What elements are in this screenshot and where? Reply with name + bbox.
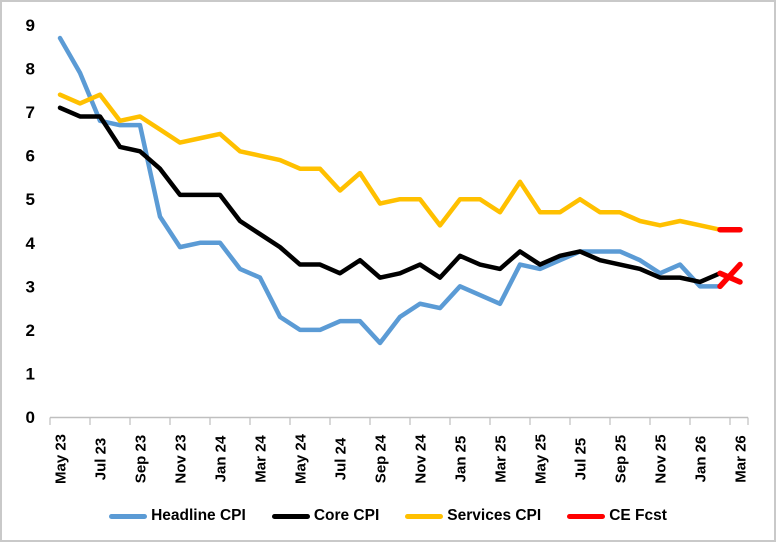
x-tick-label: Jan 24 [213,435,230,482]
cpi-line-chart: 0 1 2 3 4 5 6 7 8 9 May 23 Jul 23 Sep 23 Nov 23 Jan 24… [26,16,750,484]
x-tick-label: Mar 26 [733,435,750,483]
ce-fcst-line-swatch-icon [567,513,606,519]
headline-cpi-line-swatch-icon [109,513,148,519]
services-cpi-line-swatch-icon [405,513,444,519]
legend-label: Headline CPI [151,507,246,524]
y-tick-label: 6 [26,147,35,166]
x-tick-label: Mar 25 [493,435,510,483]
series-line-core-cpi [57,105,723,285]
x-tick-label: Jul 23 [93,438,110,481]
x-tick-label: Nov 24 [413,434,430,484]
series-line-headline-cpi [57,35,723,346]
legend-item-headline-cpi: Headline CPI [109,507,246,525]
x-tick-label: Jul 25 [573,438,590,481]
series-line-services-cpi [57,92,723,232]
y-tick-label: 8 [26,60,35,79]
x-tick-label: Mar 24 [253,435,270,483]
x-tick-label: Jan 26 [693,436,710,483]
y-axis-labels: 0 1 2 3 4 5 6 7 8 9 [26,16,36,427]
chart-legend: Headline CPI Core CPI Services CPI CE Fc… [2,494,774,538]
x-tick-label: Nov 25 [653,434,670,483]
core-cpi-line-swatch-icon [271,513,310,519]
series-line-ce-fcst [717,226,743,290]
y-tick-label: 1 [26,364,35,383]
y-tick-label: 5 [26,190,35,209]
x-tick-label: Sep 24 [373,434,390,483]
y-tick-label: 3 [26,277,35,296]
legend-item-ce-fcst: CE Fcst [567,507,667,525]
x-axis-labels: May 23 Jul 23 Sep 23 Nov 23 Jan 24 Mar 24 May … [53,433,750,484]
x-tick-label: Jan 25 [453,436,470,483]
legend-label: CE Fcst [609,507,667,524]
x-tick-label: Sep 23 [133,435,150,483]
y-tick-label: 2 [26,321,35,340]
x-tick-label: Nov 23 [173,434,190,483]
ce-fcst-segment [717,270,743,285]
legend-label: Services CPI [447,507,542,524]
y-tick-label: 9 [26,16,35,35]
x-tick-label: Jul 24 [333,437,350,480]
legend-item-services-cpi: Services CPI [405,507,541,525]
x-axis [49,416,749,425]
x-tick-label: May 23 [53,434,70,484]
x-tick-label: May 25 [533,434,550,484]
y-tick-label: 0 [26,408,35,427]
legend-item-core-cpi: Core CPI [271,507,380,525]
x-tick-label: May 24 [293,433,310,484]
y-tick-label: 4 [26,234,36,253]
legend-label: Core CPI [313,507,380,524]
x-tick-label: Sep 25 [613,435,630,483]
y-tick-label: 7 [26,103,35,122]
